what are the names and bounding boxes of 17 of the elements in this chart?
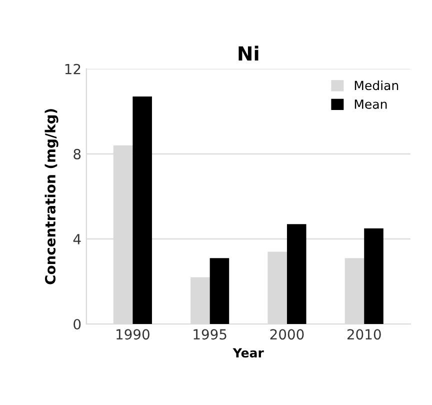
x-tick-label: 2000: [270, 329, 304, 340]
legend-label: Mean: [354, 100, 387, 109]
legend-label: Median: [354, 80, 398, 90]
y-tick-label: 8: [74, 148, 81, 160]
y-tick-label: 12: [65, 64, 80, 74]
bar: [364, 228, 384, 324]
chart-title: Ni: [238, 46, 258, 61]
bar: [286, 224, 306, 324]
x-tick-label: 1990: [116, 329, 150, 340]
bar: [210, 258, 230, 324]
y-axis-title: Concentration (mg/kg): [44, 109, 58, 284]
y-tick-label: 4: [73, 234, 81, 244]
x-axis-title: Year: [232, 348, 264, 358]
x-tick-label: 1995: [194, 329, 226, 340]
x-tick-label: 2010: [347, 329, 381, 340]
bar: [132, 96, 152, 324]
y-tick-label: 0: [74, 318, 81, 330]
